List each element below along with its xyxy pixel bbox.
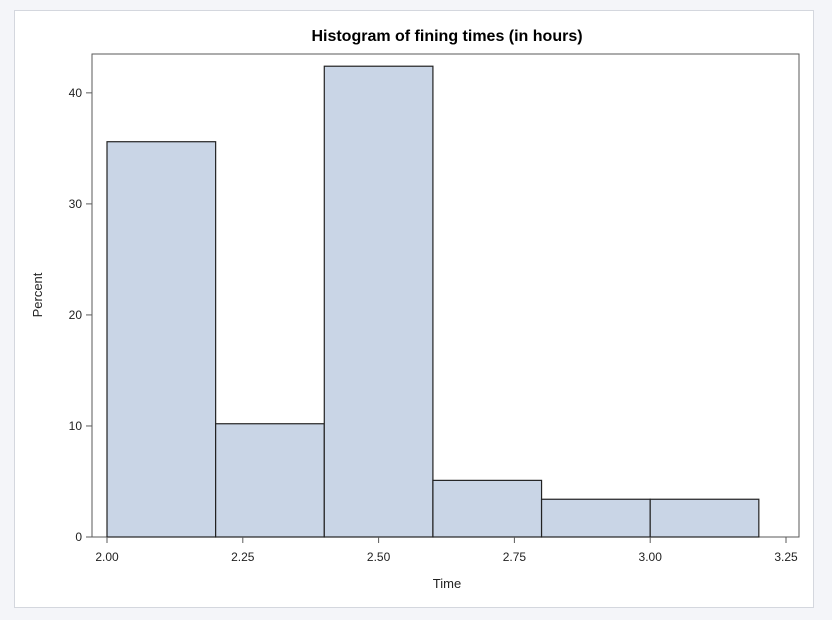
x-tick-label: 2.50 xyxy=(367,550,391,564)
y-tick-label: 20 xyxy=(69,308,83,322)
x-tick-label: 3.00 xyxy=(639,550,663,564)
y-tick-label: 10 xyxy=(69,419,83,433)
histogram-bar-1 xyxy=(106,141,217,538)
histogram-bar-4 xyxy=(432,479,543,538)
y-axis: 0 10 20 30 40 xyxy=(69,86,92,544)
x-axis: 2.00 2.25 2.50 2.75 3.00 3.25 xyxy=(95,537,798,564)
y-tick-label: 40 xyxy=(69,86,83,100)
histogram-chart: Histogram of fining times (in hours) 2.0… xyxy=(30,28,800,591)
chart-title: Histogram of fining times (in hours) xyxy=(311,28,582,45)
x-tick-label: 2.75 xyxy=(503,550,527,564)
x-axis-title: Time xyxy=(433,576,461,591)
x-tick-label: 2.00 xyxy=(95,550,119,564)
histogram-bar-6 xyxy=(649,498,760,538)
y-axis-title: Percent xyxy=(30,272,45,317)
histogram-bars xyxy=(106,65,760,538)
histogram-bar-2 xyxy=(215,423,325,538)
histogram-bar-3 xyxy=(323,65,434,538)
chart-frame: Histogram of fining times (in hours) 2.0… xyxy=(14,10,814,608)
y-tick-label: 30 xyxy=(69,197,83,211)
x-tick-label: 2.25 xyxy=(231,550,255,564)
histogram-bar-5 xyxy=(540,498,651,538)
y-tick-label: 0 xyxy=(75,530,82,544)
x-tick-label: 3.25 xyxy=(774,550,798,564)
